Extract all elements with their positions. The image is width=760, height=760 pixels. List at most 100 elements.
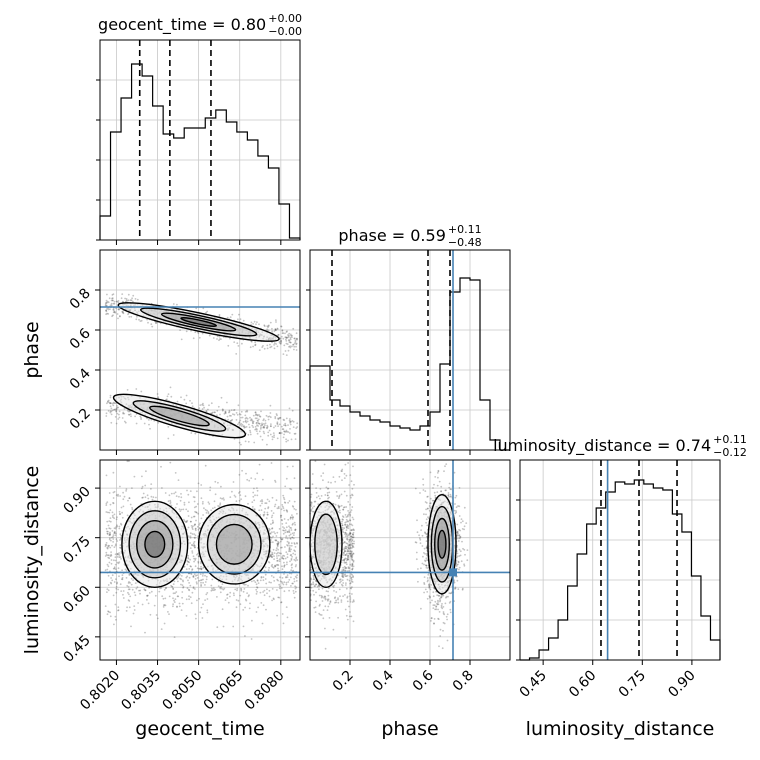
scatter-point [114,527,117,530]
scatter-point [455,494,458,497]
scatter-point [327,598,330,601]
scatter-point [425,518,428,521]
scatter-point [283,590,286,593]
scatter-point [285,477,288,480]
scatter-point [212,507,214,510]
scatter-point [432,591,435,594]
scatter-point [268,415,271,418]
scatter-point [256,586,258,589]
scatter-point [172,587,175,590]
scatter-point [290,438,293,441]
scatter-point [106,312,109,315]
scatter-point [167,393,170,395]
scatter-point [201,403,204,406]
scatter-point [286,430,288,433]
scatter-point [135,422,138,425]
scatter-point [344,523,347,526]
scatter-point [191,568,194,570]
scatter-point [105,415,108,417]
scatter-point [114,532,117,535]
scatter-point [291,334,293,337]
scatter-point [227,601,230,604]
scatter-point [118,308,120,310]
scatter-point [251,506,254,508]
scatter-point [176,303,178,306]
scatter-point [433,483,435,486]
scatter-point [420,567,422,570]
scatter-point [130,315,133,318]
scatter-point [106,568,109,571]
scatter-point [185,394,188,397]
scatter-point [290,542,293,545]
scatter-point [280,325,282,328]
scatter-point [221,608,224,611]
scatter-point [276,422,279,425]
scatter-point [254,343,257,346]
scatter-point [210,402,213,405]
scatter-point [203,507,205,510]
scatter-point [295,427,298,429]
scatter-point [104,304,107,307]
scatter-point [255,583,258,586]
scatter-point [254,341,257,344]
scatter-point [285,535,288,537]
scatter-point [244,606,247,609]
scatter-point [256,472,259,475]
scatter-point [275,321,277,323]
scatter-point [107,589,110,592]
scatter-point [265,426,268,429]
scatter-point [283,581,286,584]
scatter-point [293,500,296,503]
scatter-point [266,511,269,514]
scatter-point [232,592,235,595]
scatter-point [239,603,242,606]
scatter-point [461,540,463,543]
scatter-point [109,304,112,307]
scatter-point [188,588,190,591]
scatter-point [271,541,274,544]
scatter-point [270,423,272,425]
scatter-point [109,581,112,584]
scatter-point [285,417,288,420]
scatter-point [240,588,243,591]
scatter-point [238,441,241,444]
scatter-point [280,335,283,338]
scatter-point [255,323,257,325]
scatter-point [292,590,295,592]
scatter-point [105,542,108,544]
scatter-point [157,421,160,424]
scatter-point [351,516,354,519]
scatter-point [235,419,238,421]
scatter-point [107,610,109,613]
scatter-point [280,601,283,604]
scatter-point [127,413,130,416]
scatter-point [289,420,292,423]
scatter-point [242,590,245,593]
scatter-point [294,553,297,556]
scatter-point [296,338,298,341]
scatter-point [288,531,291,533]
scatter-point [266,498,269,501]
scatter-point [110,582,113,585]
scatter-point [127,593,130,596]
scatter-point [293,477,296,480]
scatter-point [123,407,126,410]
scatter-point [273,330,276,333]
scatter-point [270,554,272,557]
scatter-point [322,479,324,482]
scatter-point [267,329,270,332]
scatter-point [293,580,296,583]
scatter-point [292,465,294,468]
scatter-point [253,487,255,490]
scatter-point [176,595,179,598]
scatter-point [116,313,119,315]
scatter-point [261,346,264,348]
scatter-point [151,325,154,328]
scatter-point [116,582,118,585]
scatter-point [257,425,259,427]
scatter-point [281,577,284,579]
scatter-point [195,505,198,508]
scatter-point [106,402,108,405]
scatter-point [163,588,166,591]
scatter-point [229,496,232,498]
